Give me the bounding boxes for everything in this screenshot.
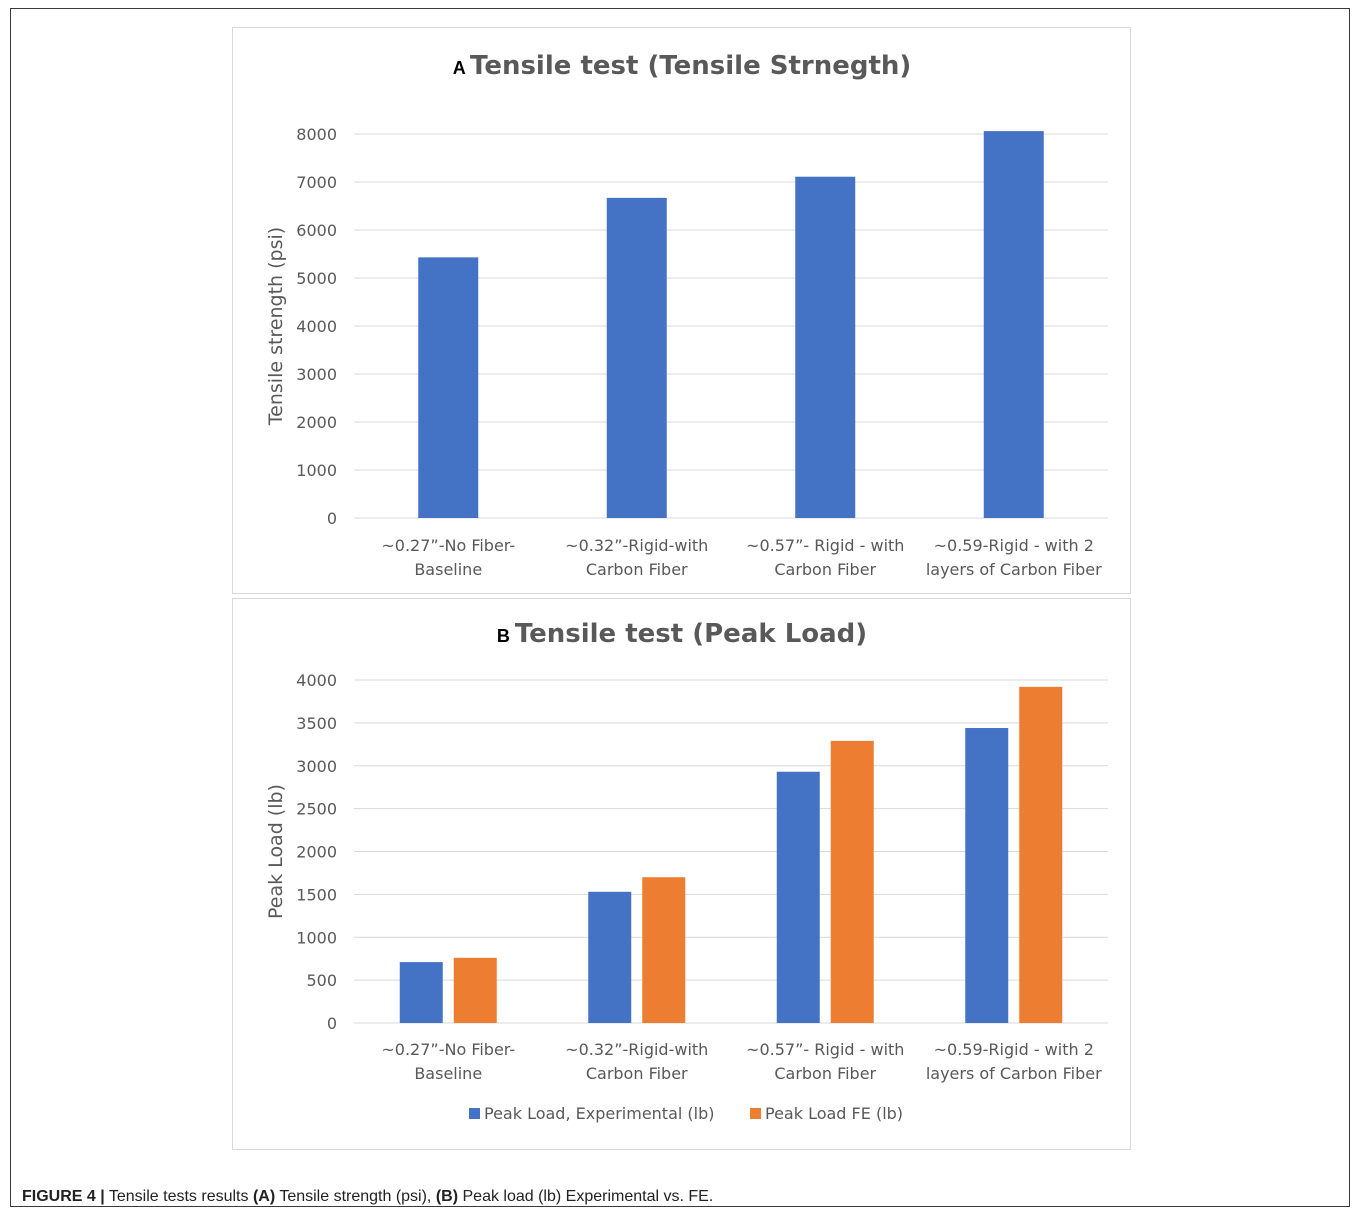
x-tick-label: Carbon Fiber xyxy=(586,560,688,579)
x-tick-label: Baseline xyxy=(414,1064,482,1083)
x-tick-label: ~0.27”-No Fiber- xyxy=(381,536,515,555)
y-axis-label: Tensile strength (psi) xyxy=(265,227,287,426)
y-tick-label: 3000 xyxy=(296,757,337,776)
bar xyxy=(453,957,497,1023)
caption-label-a: (A) xyxy=(252,1188,276,1205)
bar xyxy=(418,257,479,518)
y-tick-label: 3000 xyxy=(296,365,337,384)
caption-figure-label: FIGURE 4 | xyxy=(22,1188,105,1205)
x-tick-label: ~0.32”-Rigid-with xyxy=(565,536,708,555)
chart-title: B Tensile test (Peak Load) xyxy=(497,619,867,649)
caption-label-b: (B) xyxy=(435,1188,459,1205)
bar xyxy=(588,891,632,1023)
x-tick-label: layers of Carbon Fiber xyxy=(926,1064,1102,1083)
bar xyxy=(776,771,820,1023)
chart-b-svg: B Tensile test (Peak Load) 0 500 1000 1500 20… xyxy=(265,619,1108,1123)
legend-swatch xyxy=(750,1108,761,1119)
x-tick-label: ~0.57”- Rigid - with xyxy=(746,1040,904,1059)
bar xyxy=(795,176,856,518)
caption-text-2: Tensile strength (psi), xyxy=(275,1188,436,1205)
chart-a-svg: A Tensile test (Tensile Strnegth) 0 1000 20… xyxy=(265,51,1108,579)
x-tick-label: layers of Carbon Fiber xyxy=(926,560,1102,579)
legend-label: Peak Load, Experimental (lb) xyxy=(484,1104,715,1123)
y-tick-label: 1500 xyxy=(296,885,337,904)
legend-label: Peak Load FE (lb) xyxy=(765,1104,903,1123)
y-axis-label: Peak Load (lb) xyxy=(265,784,287,919)
y-tick-label: 6000 xyxy=(296,221,337,240)
x-tick-label: ~0.57”- Rigid - with xyxy=(746,536,904,555)
bar xyxy=(642,877,686,1023)
x-tick-label: ~0.27”-No Fiber- xyxy=(381,1040,515,1059)
y-tick-label: 0 xyxy=(327,509,337,528)
chart-title-text: Tensile test (Tensile Strnegth) xyxy=(470,51,911,81)
y-tick-label: 7000 xyxy=(296,173,337,192)
figure-caption: FIGURE 4 | Tensile tests results (A) Ten… xyxy=(22,1188,713,1206)
bar xyxy=(1019,686,1063,1023)
y-tick-label: 2000 xyxy=(296,843,337,862)
y-tick-label: 4000 xyxy=(296,317,337,336)
bar xyxy=(983,131,1044,518)
bar xyxy=(606,197,667,518)
chart-title: A Tensile test (Tensile Strnegth) xyxy=(453,51,912,81)
y-tick-label: 8000 xyxy=(296,125,337,144)
y-tick-label: 0 xyxy=(327,1014,337,1033)
x-tick-label: ~0.32”-Rigid-with xyxy=(565,1040,708,1059)
y-tick-label: 1000 xyxy=(296,928,337,947)
y-tick-label: 2500 xyxy=(296,800,337,819)
x-tick-label: Carbon Fiber xyxy=(586,1064,688,1083)
y-tick-label: 4000 xyxy=(296,671,337,690)
y-tick-label: 5000 xyxy=(296,269,337,288)
x-tick-label: Carbon Fiber xyxy=(774,560,876,579)
panel-letter: B xyxy=(497,626,515,646)
caption-text-3: Peak load (lb) Experimental vs. FE. xyxy=(458,1188,714,1205)
y-tick-label: 3500 xyxy=(296,714,337,733)
chart-title-text: Tensile test (Peak Load) xyxy=(515,619,867,649)
y-tick-label: 500 xyxy=(306,971,337,990)
bar xyxy=(830,740,874,1023)
panel-letter: A xyxy=(453,58,470,78)
x-tick-label: Carbon Fiber xyxy=(774,1064,876,1083)
x-tick-label: ~0.59-Rigid - with 2 xyxy=(934,1040,1094,1059)
bar xyxy=(965,728,1009,1023)
chart-panel-a: A Tensile test (Tensile Strnegth) 0 1000 20… xyxy=(232,27,1131,594)
x-tick-label: ~0.59-Rigid - with 2 xyxy=(934,536,1094,555)
x-tick-label: Baseline xyxy=(414,560,482,579)
y-tick-label: 2000 xyxy=(296,413,337,432)
legend-swatch xyxy=(469,1108,480,1119)
caption-text-1: Tensile tests results xyxy=(104,1188,253,1205)
bar xyxy=(399,962,443,1023)
chart-panel-b: B Tensile test (Peak Load) 0 500 1000 1500 20… xyxy=(232,598,1131,1150)
y-tick-label: 1000 xyxy=(296,461,337,480)
